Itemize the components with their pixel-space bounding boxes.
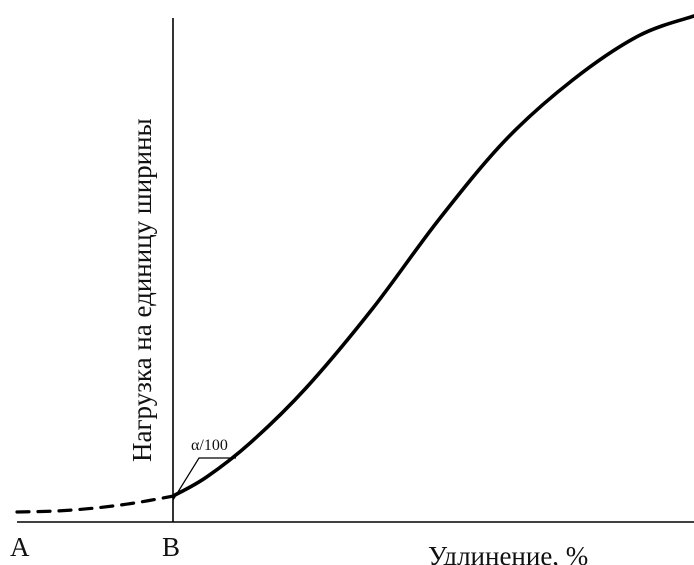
series-layer bbox=[15, 14, 694, 514]
annotation-label: α/100 bbox=[191, 437, 228, 454]
y-axis-title: Нагрузка на единицу ширины bbox=[127, 118, 157, 462]
axes bbox=[17, 18, 694, 523]
point-label-a: A bbox=[10, 532, 30, 562]
series-dashed-line bbox=[15, 494, 175, 514]
labels-layer: A B Удлинение, % Нагрузка на единицу шир… bbox=[10, 118, 588, 565]
x-axis-title: Удлинение, % bbox=[428, 541, 588, 565]
annotation-leader-line bbox=[172, 457, 236, 501]
point-label-b: B bbox=[162, 532, 180, 562]
series-solid-line bbox=[171, 14, 694, 498]
annotation-layer: α/100 bbox=[172, 437, 236, 501]
